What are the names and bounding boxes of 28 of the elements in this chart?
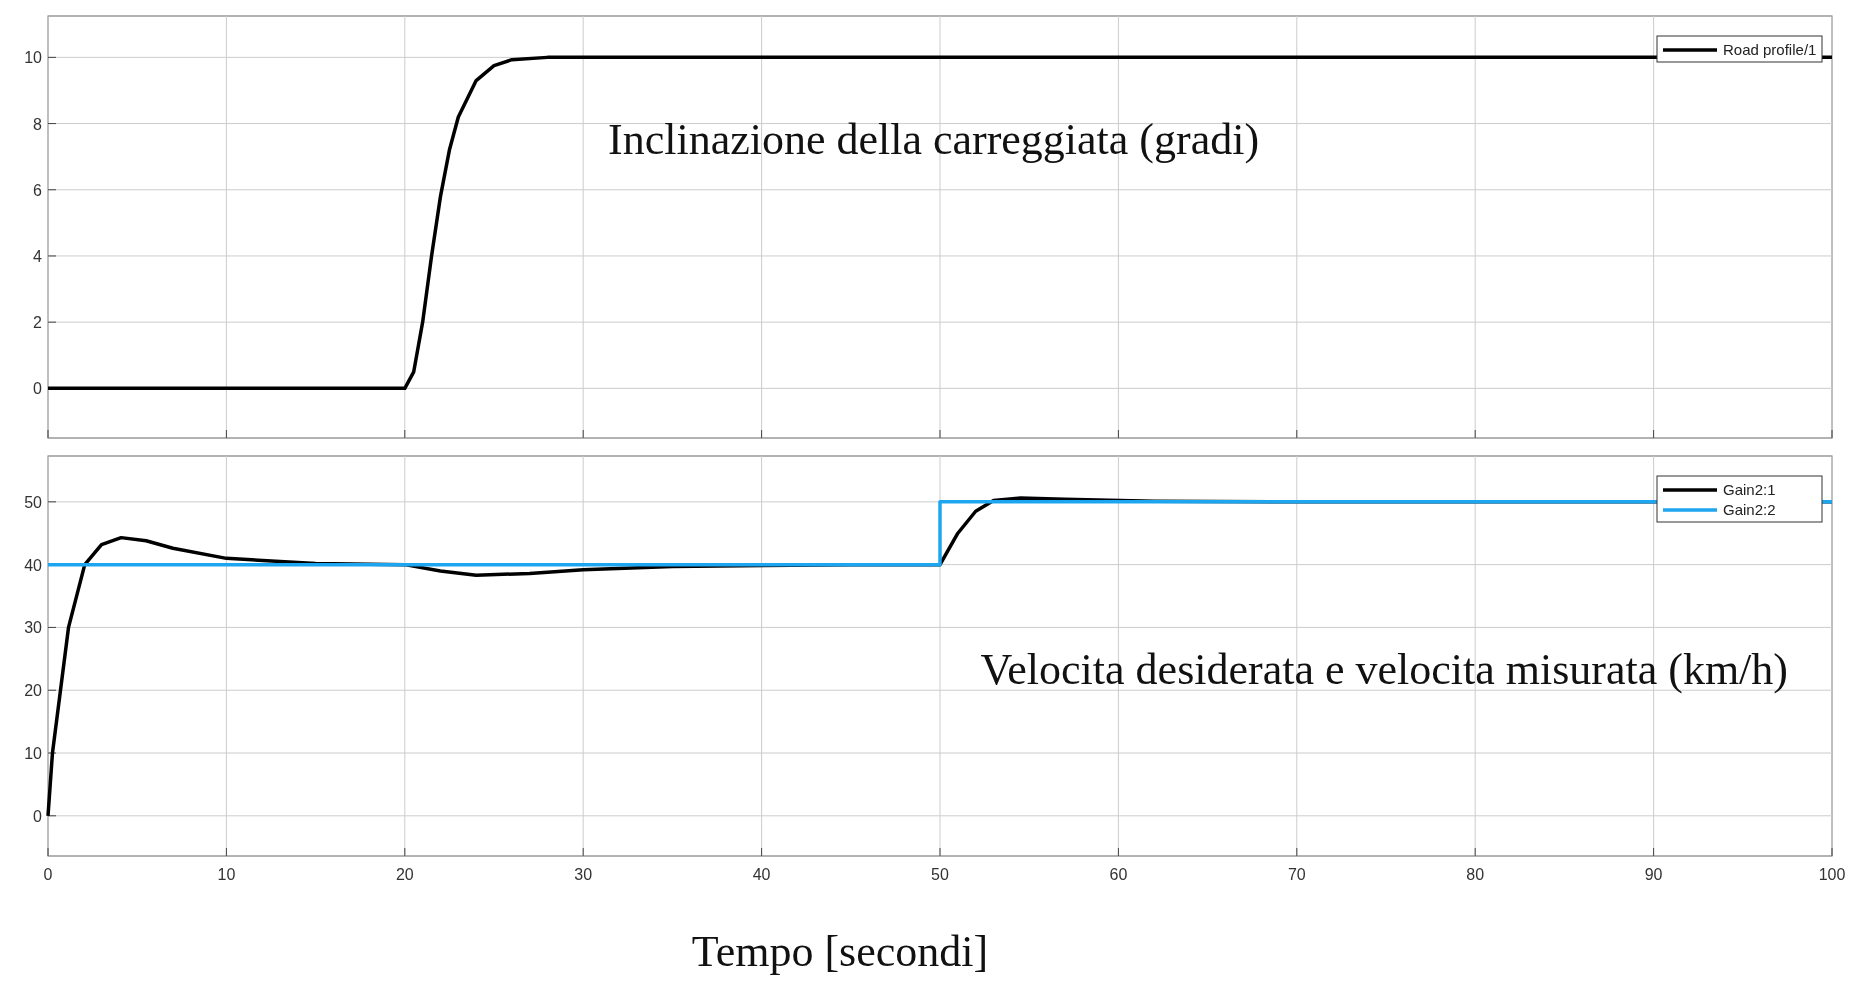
y-tick-label: 2 — [33, 314, 43, 332]
y-tick-label: 10 — [24, 745, 43, 763]
y-tick-label: 50 — [24, 493, 43, 511]
y-tick-label: 40 — [24, 556, 43, 574]
x-tick-label: 80 — [1466, 866, 1485, 883]
y-tick-label: 30 — [24, 619, 43, 637]
x-tick-label: 40 — [752, 866, 771, 883]
x-tick-label: 30 — [574, 866, 593, 883]
annotation: Velocita desiderata e velocita misurata (km/h) — [980, 645, 1788, 694]
y-tick-label: 0 — [33, 807, 43, 825]
x-tick-label: 60 — [1109, 866, 1128, 883]
x-tick-label: 50 — [931, 866, 949, 883]
y-tick-label: 10 — [24, 49, 43, 67]
x-tick-label: 10 — [217, 866, 236, 883]
y-tick-label: 0 — [33, 380, 43, 398]
x-tick-label: 100 — [1818, 866, 1846, 883]
x-axis-title: Tempo [secondi] — [691, 927, 989, 976]
x-tick-label: 70 — [1287, 866, 1306, 883]
y-tick-label: 20 — [24, 682, 43, 700]
x-tick-label: 20 — [395, 866, 414, 883]
y-tick-label: 4 — [33, 247, 43, 265]
y-tick-label: 8 — [33, 115, 43, 133]
legend-label: Gain2:2 — [1723, 501, 1776, 518]
y-tick-label: 6 — [33, 181, 43, 199]
annotation: Inclinazione della carreggiata (gradi) — [608, 115, 1260, 164]
x-tick-label: 90 — [1644, 866, 1663, 883]
legend-label: Gain2:1 — [1723, 481, 1776, 498]
legend-label: Road profile/1 — [1723, 41, 1817, 58]
